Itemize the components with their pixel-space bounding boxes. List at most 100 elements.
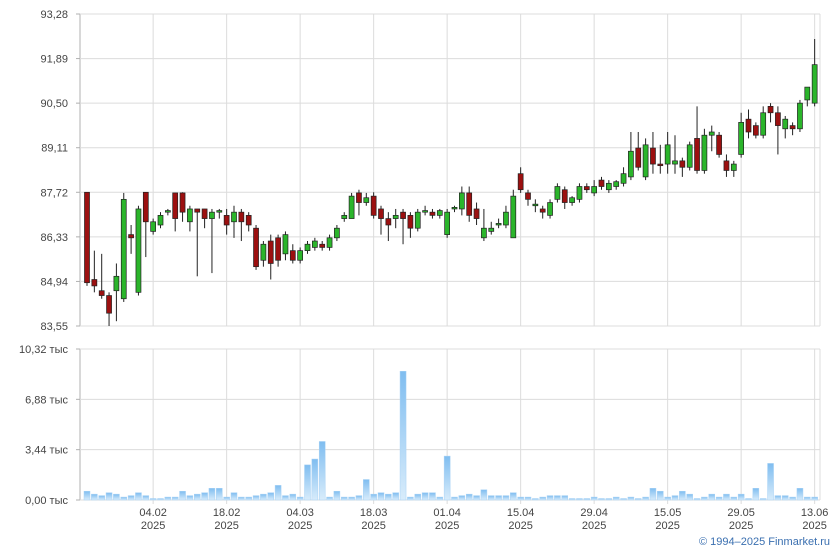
volume-bar [208, 488, 216, 501]
volume-bar [708, 493, 715, 501]
candle-body [150, 221, 156, 232]
volume-bar [539, 496, 546, 501]
candle-body [642, 144, 649, 178]
candle-body [650, 147, 656, 165]
volume-bar [414, 493, 421, 501]
candle-body [797, 102, 803, 130]
candle-body [238, 211, 245, 223]
volume-bar [83, 490, 91, 501]
candle-body [811, 64, 818, 104]
candle-body [488, 227, 495, 232]
candle-body [613, 181, 620, 187]
candle-body [289, 250, 296, 261]
candle-body [172, 192, 179, 219]
volume-bar [348, 496, 355, 501]
candle-body [142, 191, 149, 223]
x-tick-label: 29.04 [580, 507, 608, 519]
volume-bar [502, 495, 510, 501]
candle-body [407, 215, 414, 229]
candle-body [723, 160, 730, 171]
volume-bar [311, 458, 319, 501]
candle-body [179, 192, 186, 213]
candle-body [620, 173, 627, 184]
y-tick-label: 86,33 [40, 232, 68, 244]
x-tick-label: 18.03 [360, 507, 388, 519]
volume-bar [443, 455, 451, 501]
candle-body [583, 186, 590, 191]
volume-bar [473, 495, 480, 501]
candle-body [91, 279, 98, 287]
volume-bar [164, 496, 172, 501]
x-tick-label: 29.05 [727, 507, 755, 519]
volume-bar [304, 464, 311, 501]
volume-bar [679, 490, 686, 501]
volume-bar [179, 490, 186, 501]
candle-body [253, 227, 259, 268]
candle-body [98, 290, 105, 296]
volume-bar [554, 495, 561, 501]
volume-bar [686, 493, 693, 501]
volume-bar [245, 496, 252, 501]
candle-body [304, 243, 311, 251]
volume-bar [568, 498, 576, 501]
volume-bar [664, 496, 671, 501]
candle-body [466, 192, 473, 216]
candle-body [554, 186, 561, 200]
copyright: © 1994–2025 Finmarket.ru [699, 536, 830, 548]
candle-body [481, 227, 487, 239]
x-tick-label: 18.02 [213, 507, 241, 519]
candle-body [760, 112, 767, 136]
candle-body [503, 211, 509, 226]
candle-body [223, 215, 230, 226]
candle-body [245, 215, 252, 226]
candle-body [135, 208, 142, 293]
x-tick-year: 2025 [508, 520, 532, 532]
candle-body [209, 211, 215, 219]
y-tick-label: 90,50 [40, 98, 68, 110]
volume-bar [216, 488, 223, 501]
volume-bar [737, 493, 745, 501]
x-tick-label: 01.04 [433, 507, 461, 519]
volume-bar [186, 495, 194, 501]
candle-body [356, 192, 362, 203]
candle-body [106, 295, 112, 314]
candle-body [459, 192, 465, 210]
candle-body [385, 218, 392, 226]
volume-bar [157, 498, 164, 501]
candle-body [694, 138, 700, 171]
volume-bar [701, 496, 708, 501]
volume-bar [451, 496, 458, 501]
volume-bar [355, 495, 363, 501]
candle-body [517, 173, 524, 191]
volume-bar [583, 498, 591, 501]
volume-bar [495, 495, 502, 501]
candle-body [701, 134, 708, 171]
volume-bar [149, 498, 157, 501]
x-tick-label: 15.04 [507, 507, 535, 519]
volume-bar [407, 496, 414, 501]
volume-bar [194, 493, 201, 501]
volume-bar [135, 492, 142, 501]
candle-body [275, 237, 281, 261]
candle-body [495, 223, 502, 226]
candle-body [326, 237, 333, 248]
candle-body [128, 234, 134, 239]
volume-bar [620, 498, 627, 501]
candle-body [392, 215, 399, 219]
x-tick-year: 2025 [141, 520, 165, 532]
volume-bar [635, 498, 642, 501]
volume-bar [91, 493, 98, 501]
volume-bar [598, 498, 605, 501]
x-tick-year: 2025 [582, 520, 606, 532]
volume-bar [282, 495, 289, 501]
candle-body [473, 208, 480, 219]
candle-body [628, 150, 634, 178]
candle-body [319, 243, 326, 248]
y-tick-label: 89,11 [41, 143, 68, 155]
volume-bar [767, 463, 774, 501]
candle-body [334, 227, 340, 239]
volume-bar [238, 496, 245, 501]
volume-bar [642, 496, 649, 501]
y-tick-label: 84,94 [40, 276, 68, 288]
